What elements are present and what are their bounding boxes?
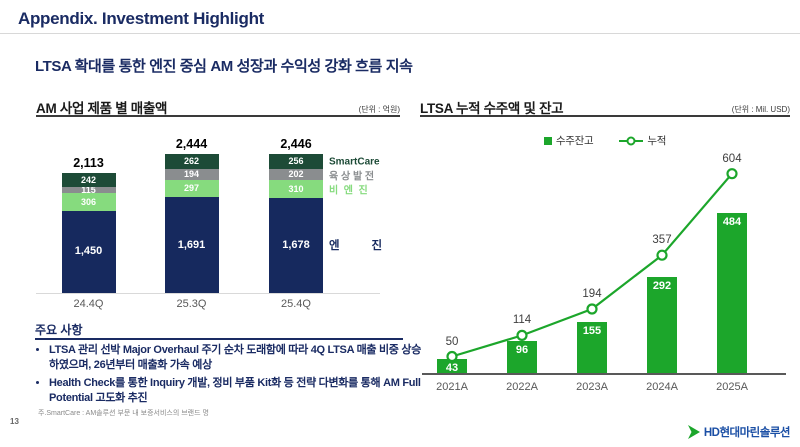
backlog-bar (647, 276, 677, 373)
bar-series-swatch-icon (543, 136, 552, 145)
am-revenue-stacked-bar-chart: 2,113 1,450 306 115 242 24.4Q 2,444 1,691 297 194… (36, 125, 400, 317)
left-chart-title: AM 사업 제품 별 매출액 (36, 101, 168, 116)
company-logo-text: HD현대마린솔루션 (703, 427, 791, 439)
page-number: 13 (10, 417, 19, 426)
header-divider (0, 33, 800, 34)
left-chart-unit: (단위 : 억원) (358, 105, 400, 114)
key-points-list: LTSA 관리 선박 Major Overhaul 주기 순차 도래함에 따라 … (35, 343, 427, 408)
cumulative-line-series (446, 168, 738, 363)
line-marker-icon (586, 303, 598, 315)
x-axis-label: 25.3Q (176, 298, 207, 310)
x-axis-label: 2021A (436, 381, 468, 393)
bar-value-label: 43 (445, 361, 459, 374)
hd-hyundai-chevron-icon (687, 425, 700, 439)
bar-segment-육상발전: 115 (61, 185, 116, 194)
x-axis-label: 2025A (716, 381, 748, 393)
x-axis-label: 2022A (506, 381, 538, 393)
page-title: Appendix. Investment Highlight (18, 9, 265, 28)
bar-segment-SmartCare: 242 (61, 173, 116, 187)
key-point-item: LTSA 관리 선박 Major Overhaul 주기 순차 도래함에 따라 … (49, 343, 427, 373)
legend-item-backlog: 수주잔고 (543, 133, 594, 148)
line-marker-icon (656, 249, 668, 261)
bar-segment-SmartCare: 262 (164, 154, 219, 170)
backlog-bar (507, 341, 537, 373)
bar-segment-육상발전: 194 (164, 169, 219, 181)
key-point-item: Health Check를 통한 Inquiry 개발, 정비 부품 Kit화 … (49, 376, 427, 406)
bar-segment-육상발전: 202 (269, 168, 323, 181)
series-label-SmartCare: SmartCare (329, 156, 380, 168)
bar-segment-비엔진: 310 (269, 180, 323, 198)
bar-segment-엔진: 1,450 (61, 210, 116, 293)
bar-total-label: 2,444 (175, 137, 208, 152)
series-label-비엔진: 비 엔 진 (329, 185, 368, 197)
bar-segment-비엔진: 297 (164, 180, 219, 198)
line-marker-icon (516, 329, 528, 341)
key-points-underline (35, 338, 403, 340)
line-value-label: 194 (582, 287, 602, 300)
legend-label: 누적 (647, 135, 667, 147)
smartcare-footnote: 주.SmartCare : AM솔루션 부문 내 보증서비스의 브랜드 명 (38, 410, 209, 417)
key-points-title: 주요 사항 (35, 323, 83, 337)
slide-subtitle: LTSA 확대를 통한 엔진 중심 AM 성장과 수익성 강화 흐름 지속 (35, 58, 413, 75)
right-chart-title: LTSA 누적 수주액 및 잔고 (420, 101, 564, 116)
ltsa-bar-line-chart: 43 2021A 96 2022A 155 2023A 292 2024A 484 2025A 50… (420, 152, 790, 393)
line-series-marker-icon (619, 136, 644, 145)
x-axis-label: 2024A (646, 381, 678, 393)
line-value-label: 114 (512, 314, 532, 327)
left-chart-title-underline (36, 115, 400, 117)
x-axis-label: 24.4Q (73, 298, 104, 310)
bar-value-label: 292 (652, 279, 672, 292)
right-chart-title-underline (420, 115, 790, 117)
right-chart-unit: (단위 : Mil. USD) (731, 105, 790, 114)
backlog-bar (717, 213, 747, 373)
line-marker-icon (446, 350, 458, 363)
line-value-label: 604 (722, 152, 742, 165)
right-chart-axis-line (422, 373, 786, 375)
legend-item-cumulative: 누적 (619, 133, 666, 148)
bar-total-label: 2,446 (280, 137, 312, 152)
bar-segment-엔진: 1,691 (164, 197, 219, 293)
line-marker-icon (726, 168, 738, 180)
legend-label: 수주잔고 (555, 135, 594, 147)
bar-total-label: 2,113 (73, 156, 104, 171)
series-label-엔진: 엔 진 (329, 240, 383, 253)
right-chart-legend: 수주잔고 누적 (420, 133, 790, 148)
backlog-bar (437, 358, 467, 373)
series-label-육상발전: 육 상 발 전 (329, 171, 375, 183)
x-axis-label: 25.4Q (281, 298, 311, 310)
left-chart-baseline (36, 293, 380, 294)
line-value-label: 357 (652, 234, 672, 247)
bar-value-label: 96 (515, 344, 529, 357)
x-axis-label: 2023A (576, 381, 608, 393)
line-value-label: 50 (445, 335, 459, 348)
backlog-bar (577, 321, 607, 373)
bar-value-label: 155 (582, 324, 602, 337)
bar-segment-엔진: 1,678 (269, 197, 323, 293)
bar-segment-SmartCare: 256 (269, 154, 323, 169)
company-logo: HD현대마린솔루션 (687, 424, 791, 440)
bar-segment-비엔진: 306 (61, 193, 116, 211)
bar-value-label: 484 (722, 216, 742, 229)
